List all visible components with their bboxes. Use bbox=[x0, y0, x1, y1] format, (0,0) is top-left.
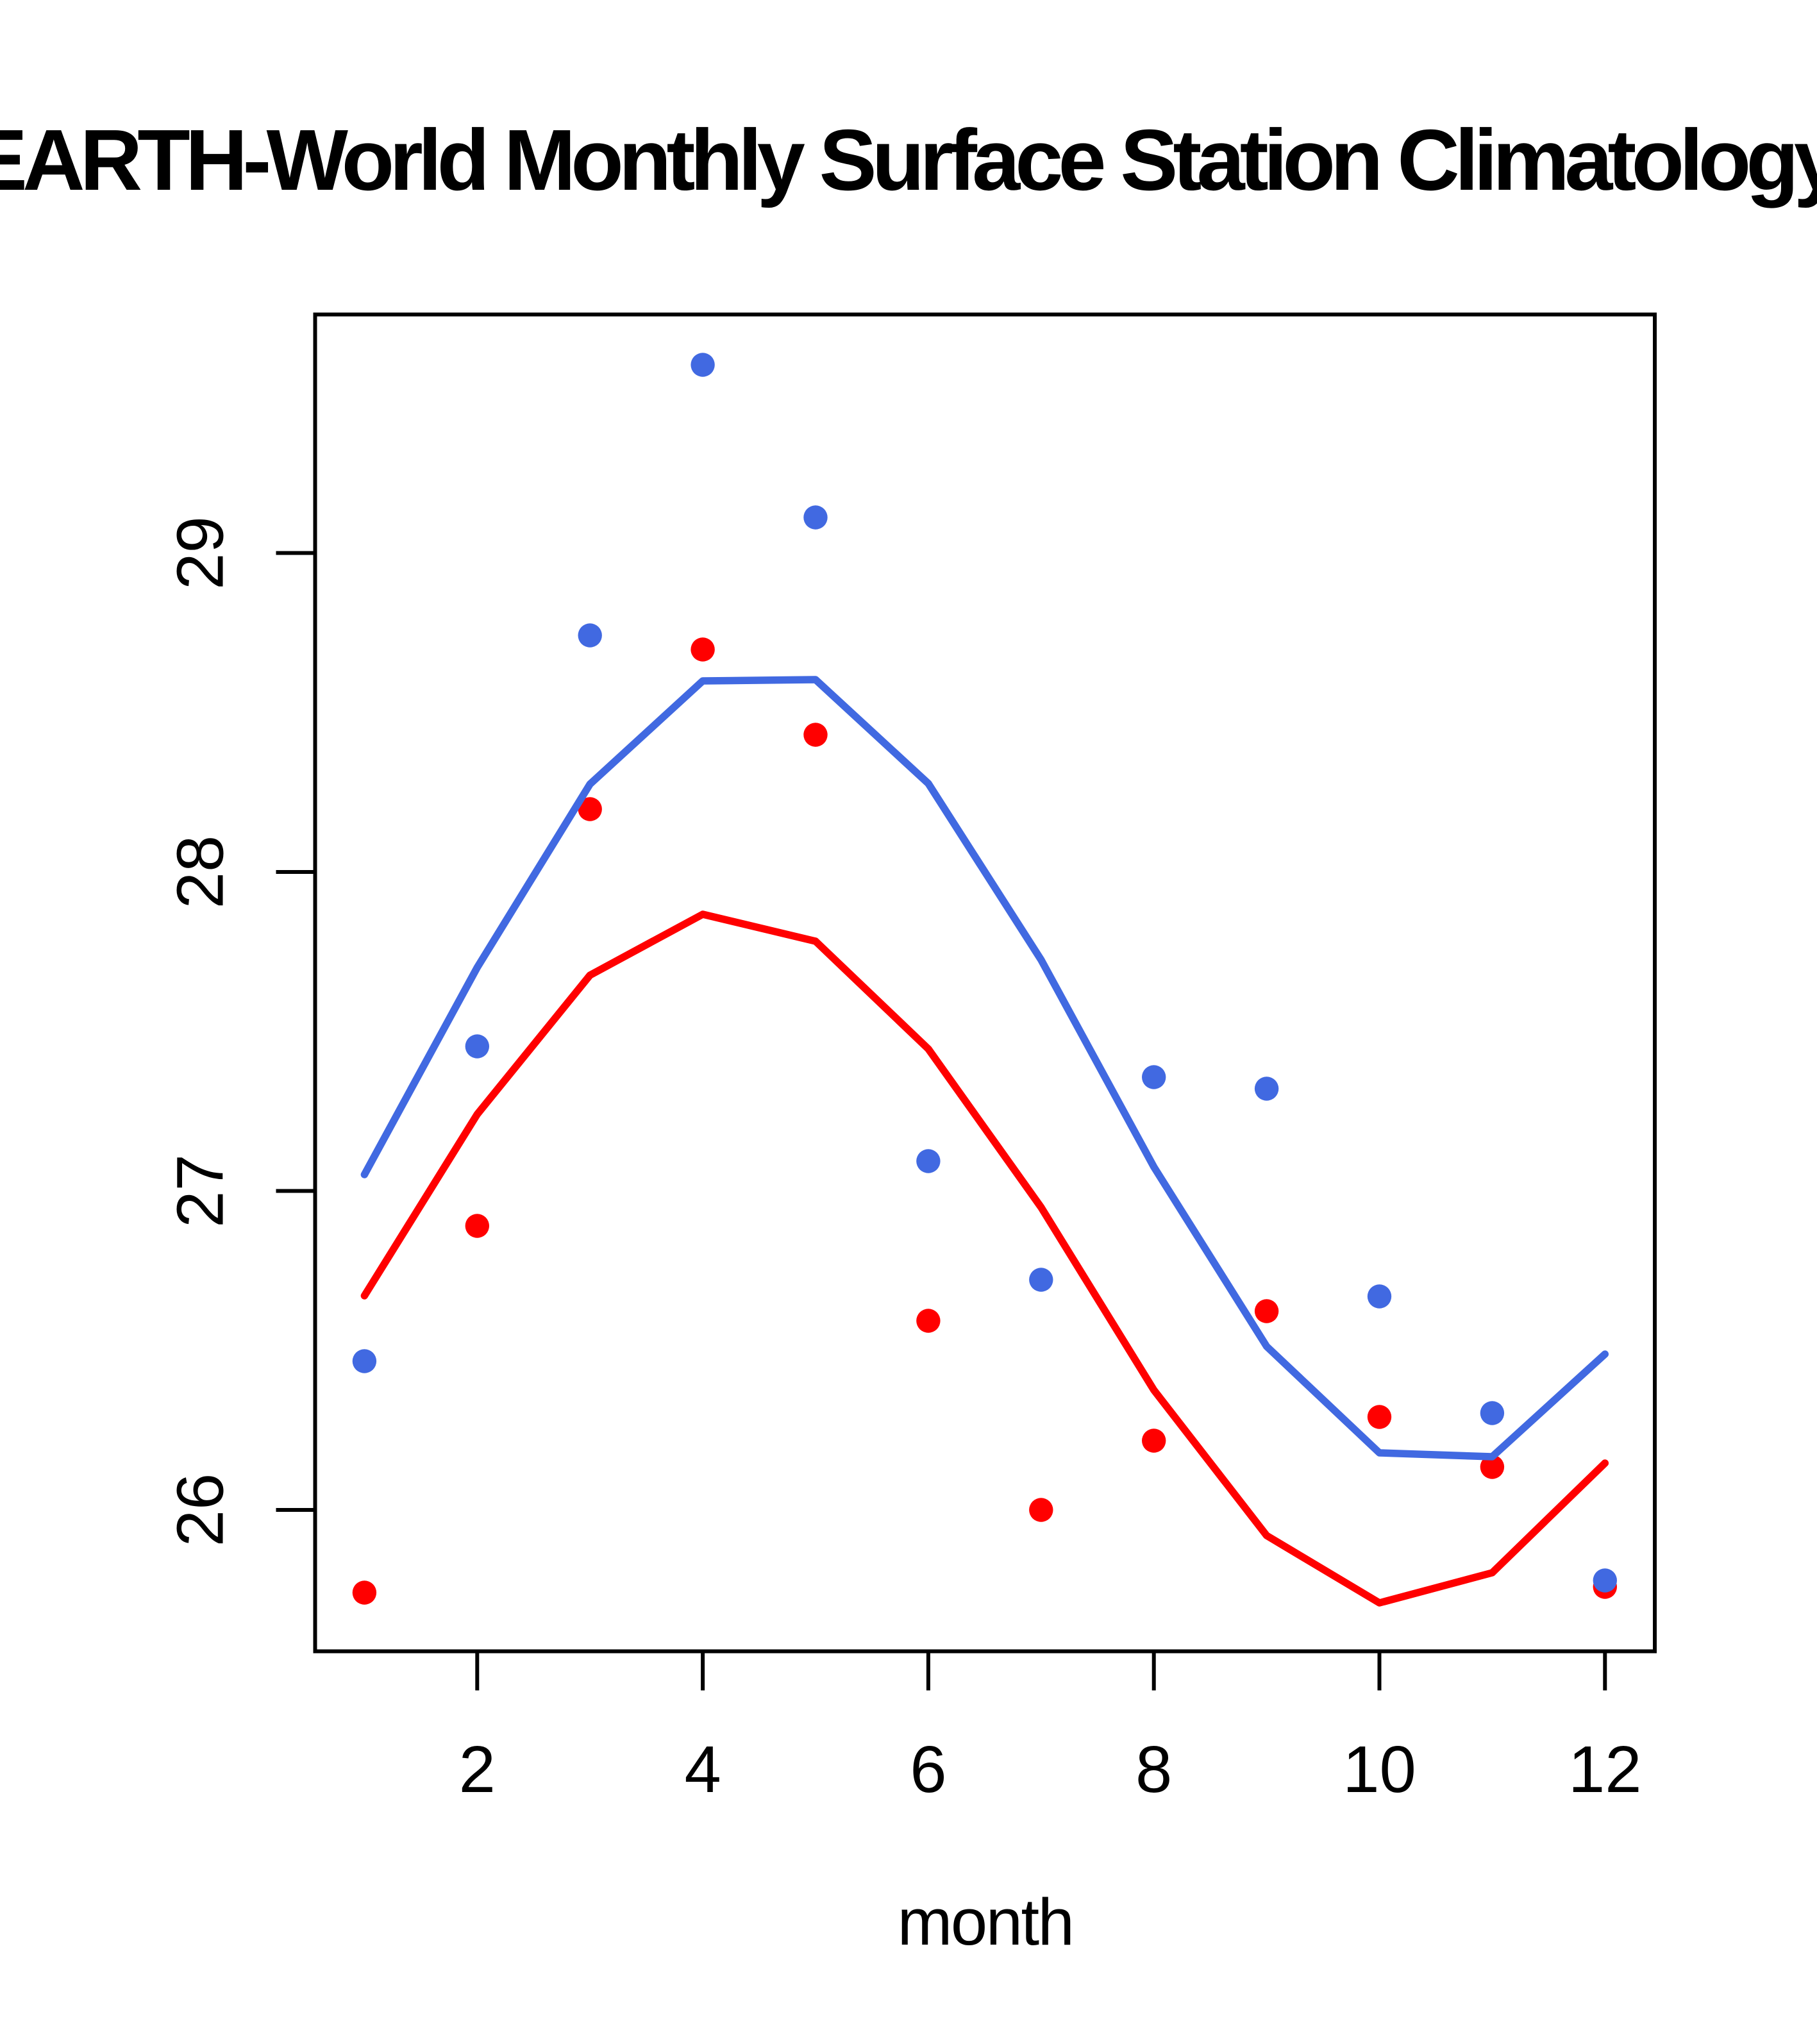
svg-text:10: 10 bbox=[1343, 1732, 1416, 1806]
svg-text:4: 4 bbox=[684, 1732, 721, 1806]
svg-text:12: 12 bbox=[1568, 1732, 1642, 1806]
svg-text:EARTH-World Monthly Surface St: EARTH-World Monthly Surface Station Clim… bbox=[0, 112, 1817, 208]
svg-text:27: 27 bbox=[163, 1154, 237, 1228]
svg-text:29: 29 bbox=[163, 516, 237, 590]
svg-text:2: 2 bbox=[459, 1732, 496, 1806]
svg-text:26: 26 bbox=[163, 1473, 237, 1547]
svg-text:28: 28 bbox=[163, 835, 237, 909]
svg-text:8: 8 bbox=[1135, 1732, 1172, 1806]
svg-text:month: month bbox=[898, 1885, 1073, 1959]
svg-text:6: 6 bbox=[910, 1732, 946, 1806]
